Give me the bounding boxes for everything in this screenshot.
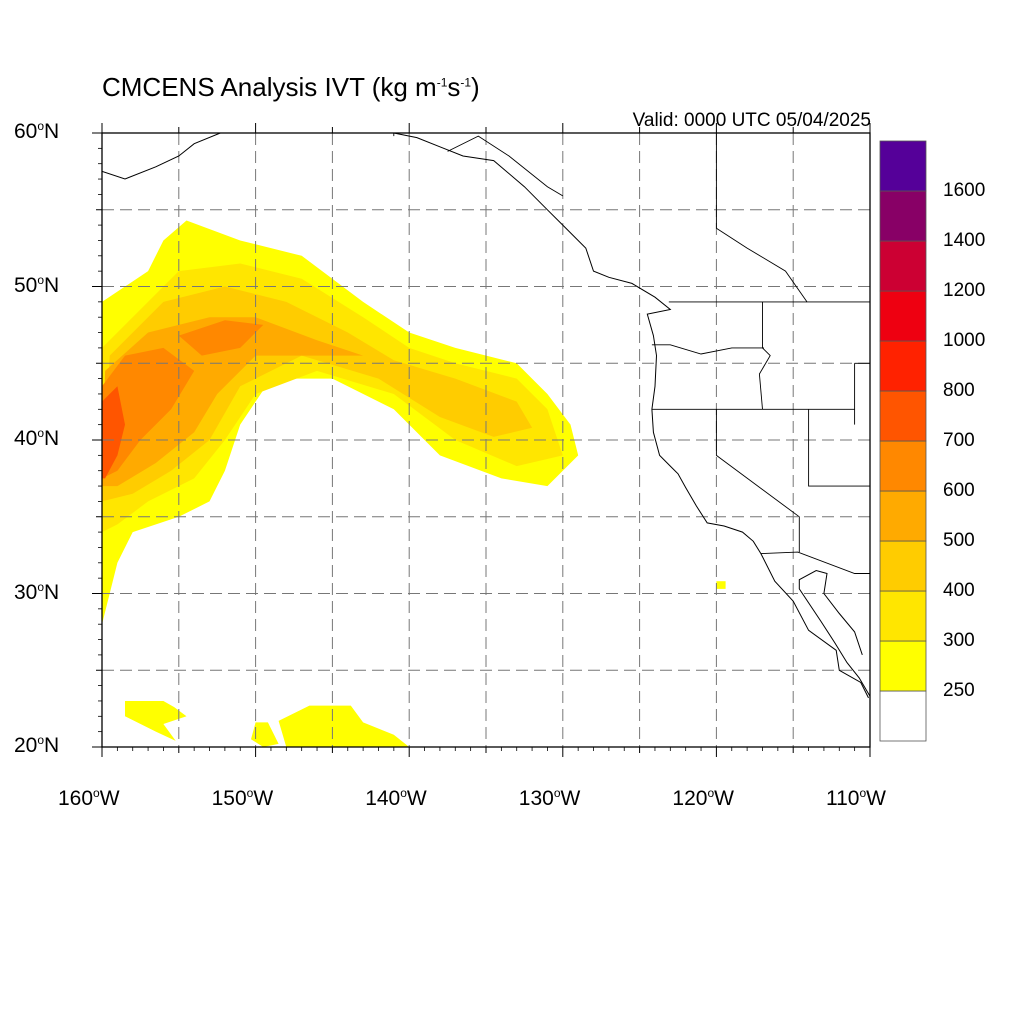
y-tick-label: 20oN: [14, 733, 60, 757]
colorbar-label: 600: [943, 480, 975, 501]
x-tick-label: 150oW: [211, 786, 274, 810]
ivt-region-speck-baja: [716, 581, 726, 589]
state-border: [758, 301, 771, 410]
state-border: [715, 409, 800, 553]
colorbar-label: 700: [943, 430, 975, 451]
ivt-region-river-l6: [102, 386, 125, 479]
colorbar-label: 500: [943, 530, 975, 551]
x-tick-label: 110oW: [826, 786, 886, 810]
colorbar-box: [879, 440, 927, 492]
colorbar-box: [879, 240, 927, 292]
colorbar-box: [879, 590, 927, 642]
state-border: [808, 409, 870, 487]
x-tick-label: 140oW: [365, 786, 427, 810]
y-tick-label: 40oN: [14, 426, 60, 450]
x-tick-label: 130oW: [518, 786, 581, 810]
colorbar-label: 1400: [943, 230, 986, 251]
x-tick-label: 160oW: [58, 786, 120, 810]
colorbar-label: 300: [943, 630, 975, 651]
ivt-region-south-patch-2: [278, 705, 410, 747]
chart-title: CMCENS Analysis IVT (kg m-1s-1): [102, 72, 480, 102]
state-border: [715, 133, 808, 303]
ivt-fill-layer: [102, 220, 726, 747]
ivt-region-south-patch-1: [125, 701, 187, 741]
colorbar-label: 1600: [943, 180, 986, 201]
colorbar-box: [879, 690, 927, 742]
valid-time: Valid: 0000 UTC 05/04/2025: [632, 110, 871, 131]
colorbar-label: 1000: [943, 330, 986, 351]
gulf-coastline: [798, 569, 870, 697]
colorbar-box: [879, 290, 927, 342]
colorbar-label: 400: [943, 580, 975, 601]
colorbar-box: [879, 640, 927, 692]
state-border: [760, 551, 870, 574]
alaska-coastline: [102, 133, 221, 180]
colorbar-label: 250: [943, 680, 975, 701]
state-border: [447, 135, 564, 197]
axis-ticks: [92, 123, 871, 757]
colorbar-box: [879, 340, 927, 392]
y-tick-label: 30oN: [14, 579, 60, 604]
colorbar-box: [879, 390, 927, 442]
ivt-region-river-l5: [102, 347, 195, 479]
colorbar-box: [879, 190, 927, 242]
ivt-region-river-l5b: [178, 320, 264, 356]
x-tick-label: 120oW: [672, 786, 734, 810]
colorbar-label: 800: [943, 380, 975, 401]
lat-lon-gridlines: [102, 133, 870, 747]
colorbar: [879, 140, 927, 742]
colorbar-box: [879, 140, 927, 192]
y-tick-label: 60oN: [14, 119, 60, 143]
colorbar-box: [879, 490, 927, 542]
y-tick-label: 50oN: [14, 272, 60, 297]
colorbar-label: 1200: [943, 280, 986, 301]
geography-layer: [102, 133, 870, 699]
ivt-region-south-patch-3: [251, 722, 279, 747]
colorbar-box: [879, 540, 927, 592]
state-border: [651, 344, 764, 355]
